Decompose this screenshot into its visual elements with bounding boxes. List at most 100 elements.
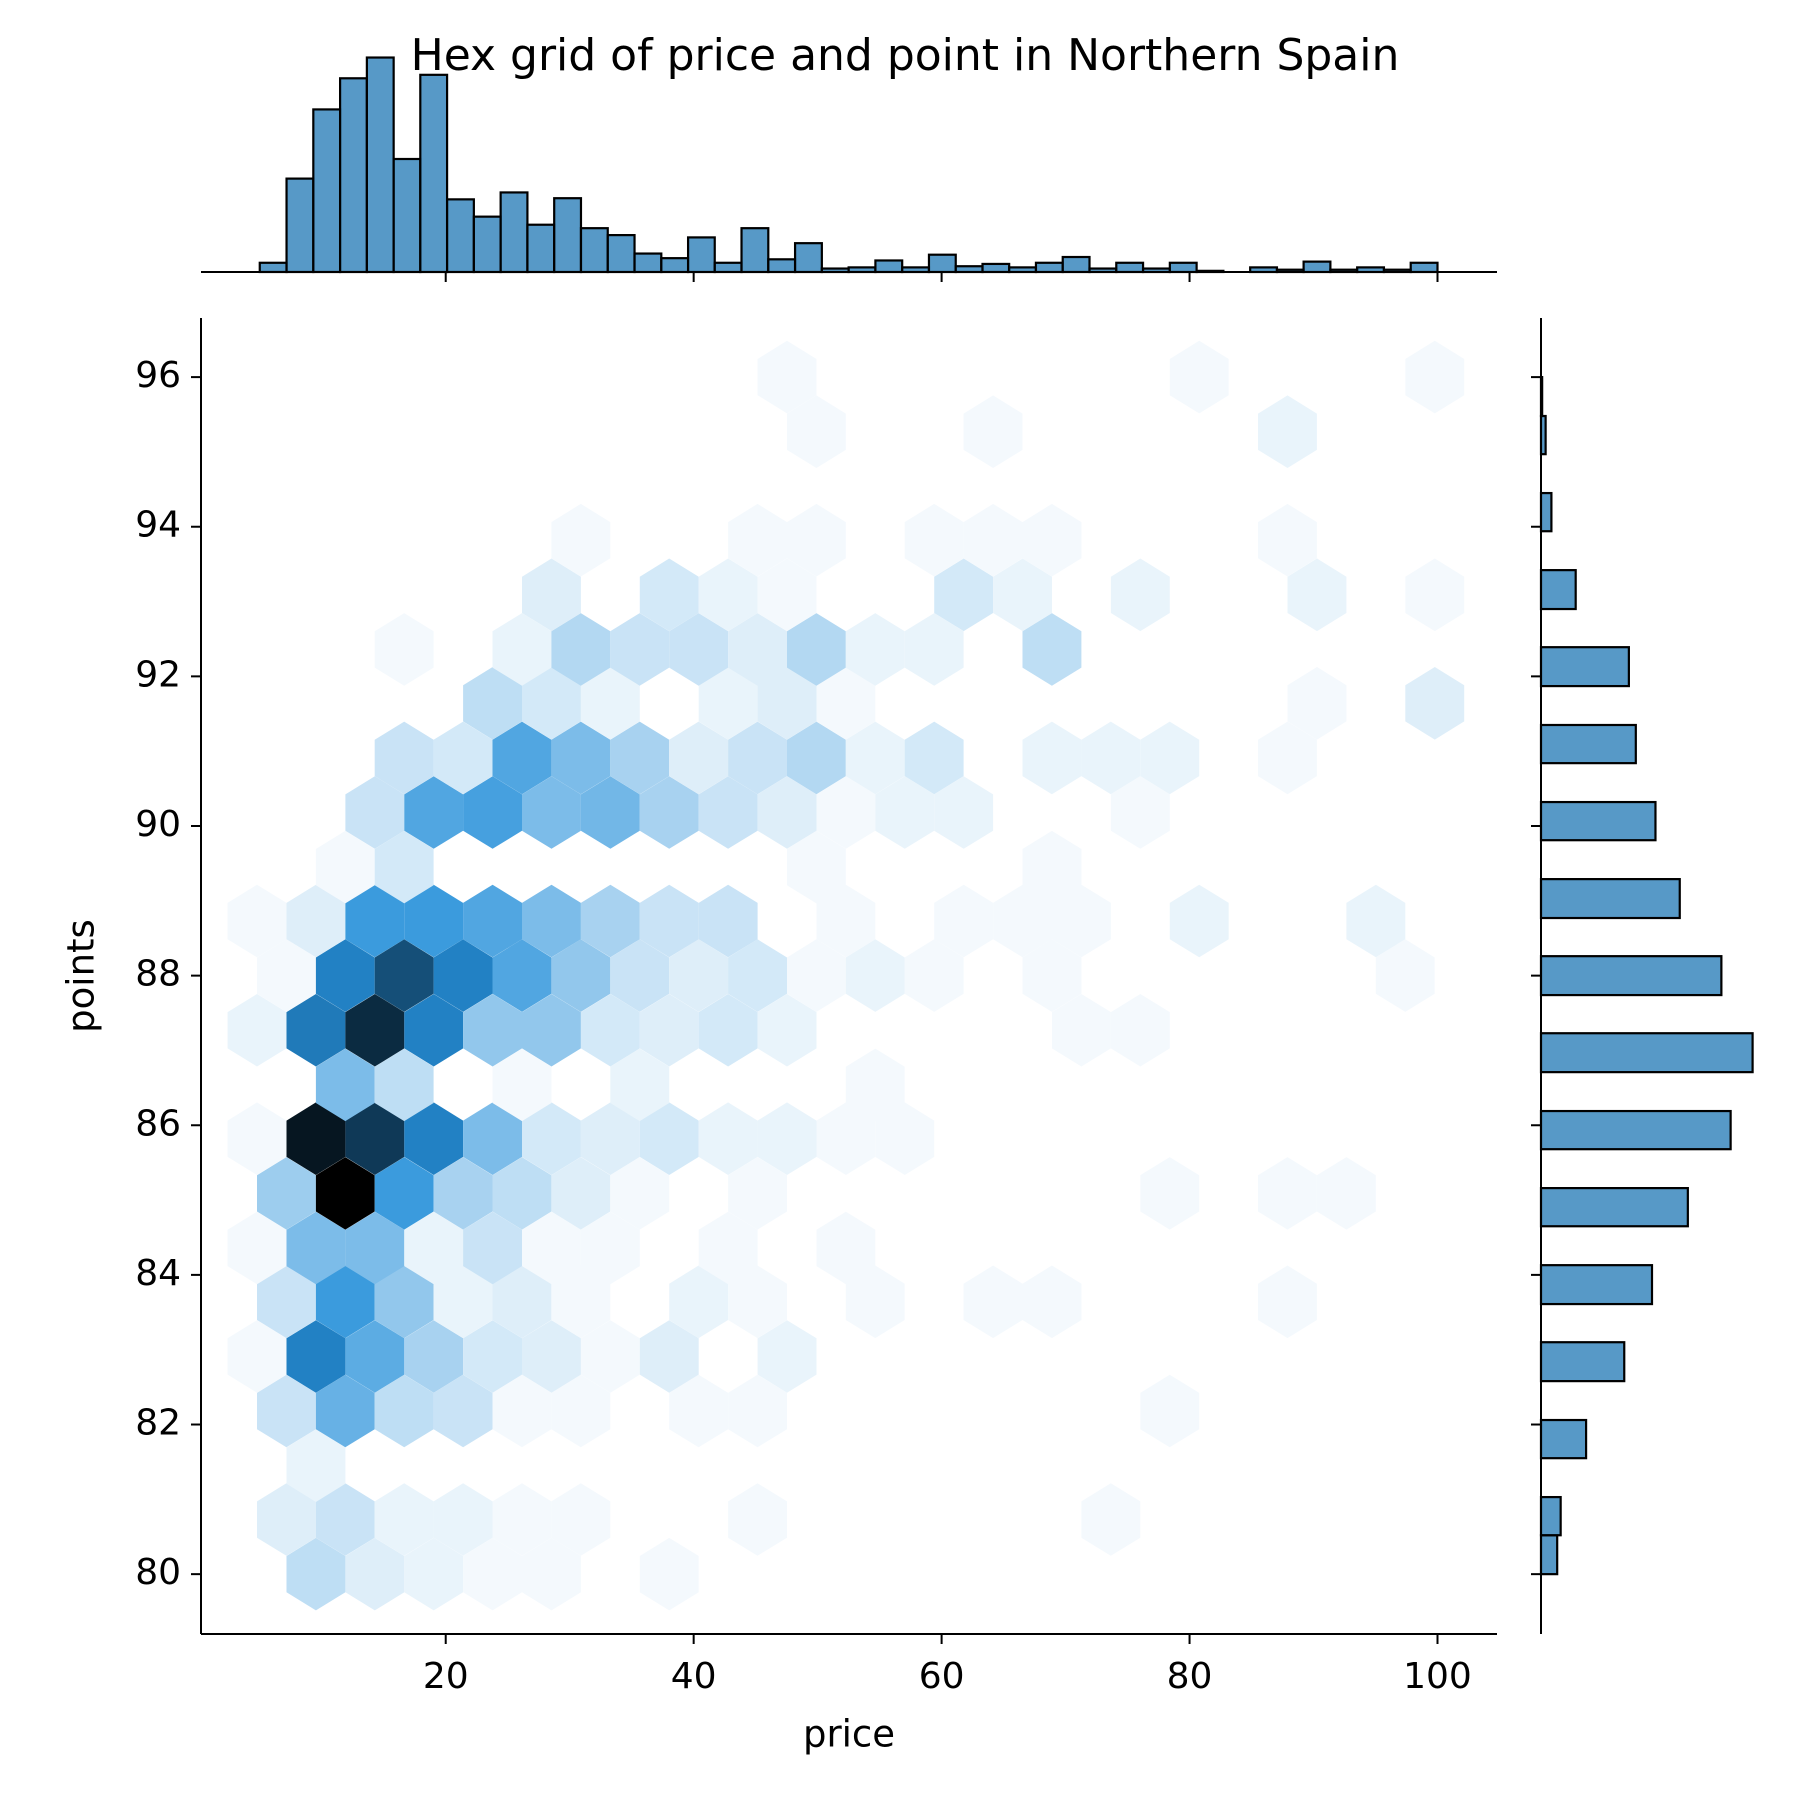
hex-cell (551, 721, 611, 795)
hex-cell (492, 1265, 552, 1339)
hex-cell (1022, 503, 1082, 577)
hex-cell (639, 994, 699, 1067)
bar (1539, 1032, 1754, 1074)
hex-cell (639, 1537, 699, 1611)
hex-cell (816, 667, 876, 740)
bar (1302, 260, 1332, 274)
bar (1539, 878, 1681, 920)
hex-cell (286, 1211, 346, 1285)
hex-cell (551, 1157, 611, 1230)
hex-cell (1405, 558, 1465, 632)
hex-cell (315, 1157, 375, 1230)
hex-cell (1022, 830, 1082, 904)
hex-cell (580, 1102, 640, 1175)
hex-cell (345, 776, 405, 849)
x-tick-label: 40 (671, 1656, 717, 1697)
bar (793, 242, 823, 274)
bar (1115, 261, 1145, 274)
hex-cell (845, 613, 905, 686)
hex-cell (845, 939, 905, 1012)
hex-cell (345, 1211, 405, 1285)
hex-cell (315, 1374, 375, 1448)
hex-cell (580, 884, 640, 958)
bar (526, 223, 556, 274)
hex-cell (757, 1320, 817, 1393)
bar (445, 198, 475, 274)
bar (660, 257, 690, 274)
hex-cell (433, 1483, 493, 1556)
hex-cell (286, 1320, 346, 1393)
y-tick-label: 90 (135, 804, 181, 845)
hex-cell (1110, 994, 1170, 1067)
bar (1539, 1495, 1562, 1537)
hex-cell (787, 395, 846, 468)
hex-cell (286, 1537, 346, 1611)
hex-cell (492, 1157, 552, 1230)
hex-cell (698, 776, 758, 849)
x-tick-label: 80 (1167, 1656, 1213, 1697)
bar (312, 108, 342, 274)
hex-cell (934, 884, 994, 958)
hex-cell (1375, 939, 1435, 1012)
hex-cell (963, 1265, 1023, 1339)
hex-cell (522, 776, 581, 849)
hex-cell (463, 994, 522, 1067)
hex-cell (463, 1102, 522, 1175)
hex-cell (698, 667, 758, 740)
hex-cell (374, 721, 434, 795)
hex-cell (1169, 884, 1229, 958)
hex-cell (1169, 340, 1229, 414)
hex-cell (286, 1429, 346, 1502)
bar (1539, 1109, 1732, 1151)
hex-cell (551, 939, 611, 1012)
hex-cell (492, 1483, 552, 1556)
hex-cell (1022, 721, 1082, 795)
hex-cell (757, 776, 817, 849)
hex-cell (610, 1157, 670, 1230)
hex-cell (669, 613, 729, 686)
hex-cell (669, 939, 729, 1012)
hex-cell (875, 776, 935, 849)
hex-cell (1405, 667, 1465, 740)
hex-cell (345, 994, 405, 1067)
x-axis-label: price (803, 1713, 895, 1756)
hex-cell (1022, 939, 1082, 1012)
bar (1061, 255, 1091, 274)
hex-cell (728, 1374, 787, 1448)
hex-cell (492, 939, 552, 1012)
hex-cell (639, 776, 699, 849)
y-tick-label: 86 (135, 1103, 181, 1144)
y-tick-label: 84 (135, 1253, 181, 1294)
hex-cell (816, 1102, 876, 1175)
hex-cell (1110, 558, 1170, 632)
hex-cell (1316, 1157, 1376, 1230)
hex-cell (1258, 395, 1317, 468)
hex-cell (580, 994, 640, 1067)
hex-cell (433, 1374, 493, 1448)
hex-cell (728, 503, 787, 577)
y-tick-label: 82 (135, 1403, 181, 1444)
bar (499, 191, 529, 274)
hex-cell (463, 1320, 522, 1393)
bar (285, 177, 315, 274)
hex-cell (345, 1537, 405, 1611)
hex-cell (374, 1265, 434, 1339)
bar (767, 258, 797, 274)
bar (713, 261, 743, 274)
bar (338, 77, 368, 274)
hex-cell (1081, 1483, 1141, 1556)
hex-cell (698, 884, 758, 958)
hex-cell (227, 884, 287, 958)
hex-cell (993, 884, 1052, 958)
hex-cell (551, 503, 611, 577)
hex-cell (522, 994, 581, 1067)
hex-cell (374, 830, 434, 904)
x-tick-label: 20 (423, 1656, 469, 1697)
hex-cell (257, 1483, 316, 1556)
y-tick-label: 80 (135, 1552, 181, 1593)
y-tick-label: 94 (135, 505, 181, 546)
hex-cell (580, 1320, 640, 1393)
hex-cell (728, 721, 787, 795)
bar (1034, 261, 1064, 274)
